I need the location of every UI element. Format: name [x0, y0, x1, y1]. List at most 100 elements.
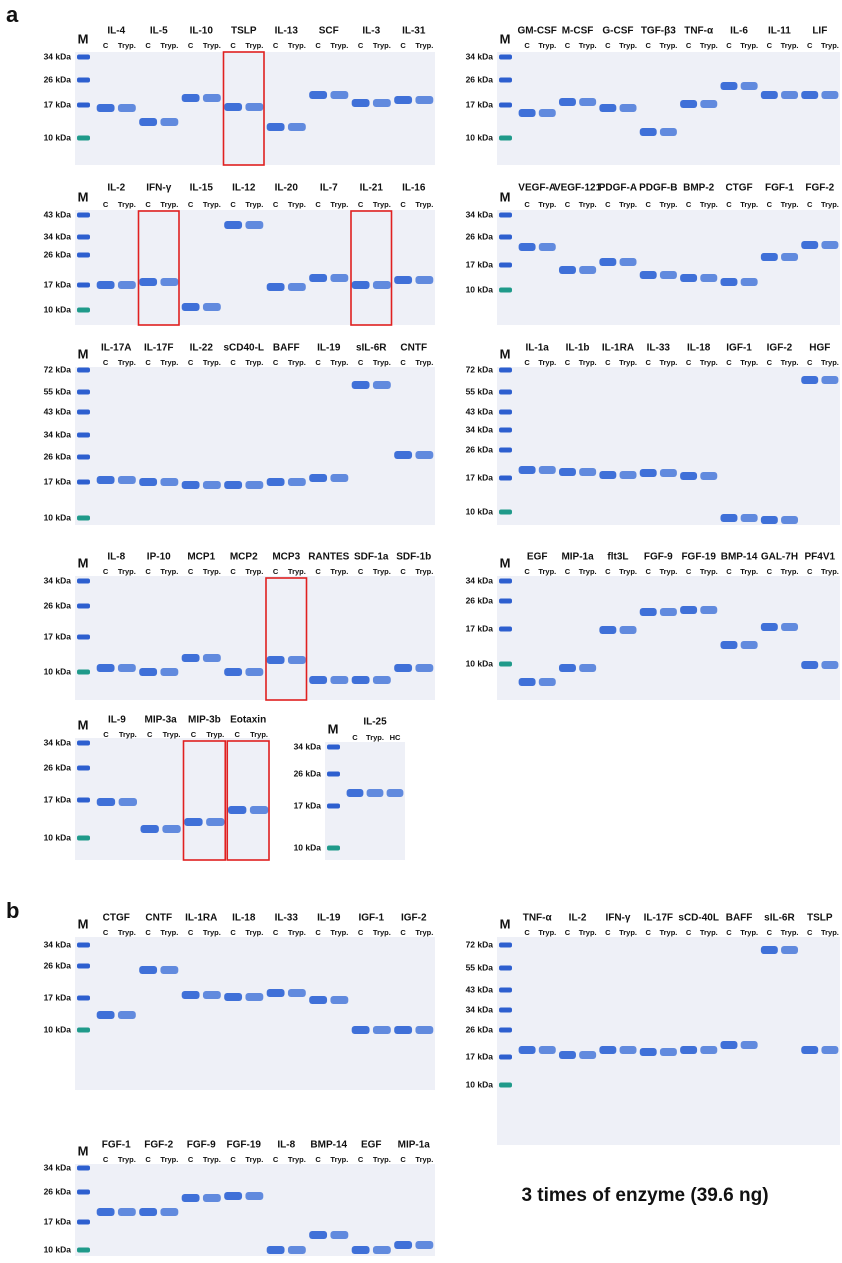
band: [181, 94, 200, 102]
sample-name: MIP-3a: [145, 715, 178, 726]
lane-label: C: [646, 928, 652, 937]
marker-size-label: 17 kDa: [466, 472, 494, 482]
sample-name: sCD40-L: [223, 343, 264, 354]
band: [518, 466, 536, 474]
marker-band: [77, 515, 90, 521]
band: [224, 1192, 243, 1200]
panel-label: b: [6, 898, 19, 923]
marker-band: [327, 803, 340, 809]
lane-label: C: [767, 41, 773, 50]
sample-name: CTGF: [725, 183, 752, 194]
band: [139, 478, 158, 486]
lane-label: C: [145, 358, 151, 367]
band: [330, 676, 349, 684]
marker-size-label: 34 kDa: [44, 231, 72, 241]
lane-label: Tryp.: [821, 200, 839, 209]
band: [181, 1194, 200, 1202]
sample-name: BMP-14: [721, 552, 758, 563]
sample-name: TSLP: [231, 26, 257, 37]
marker-size-label: 17 kDa: [466, 99, 494, 109]
lane-label: C: [103, 358, 109, 367]
sample-name: IGF-2: [767, 343, 793, 354]
sample-name: flt3L: [607, 552, 628, 563]
band: [117, 476, 136, 484]
marker-band: [499, 135, 512, 141]
marker-band: [499, 102, 512, 108]
band: [266, 123, 285, 131]
band: [139, 1208, 158, 1216]
lane-label: Tryp.: [659, 41, 677, 50]
marker-band: [77, 669, 90, 675]
band: [206, 818, 225, 826]
lane-label: C: [315, 567, 321, 576]
marker-size-label: 34 kDa: [466, 1004, 494, 1014]
lane-label: C: [103, 928, 109, 937]
band: [181, 303, 200, 311]
sample-name: IL-1a: [526, 343, 550, 354]
marker-size-label: 34 kDa: [44, 737, 72, 747]
lane-label: Tryp.: [206, 730, 224, 739]
sample-name: IGF-1: [358, 913, 384, 924]
marker-band: [327, 845, 340, 851]
lane-label: C: [565, 358, 571, 367]
band: [309, 274, 328, 282]
gel: [75, 210, 435, 325]
band: [558, 1051, 576, 1059]
band: [740, 514, 758, 522]
marker-size-label: 17 kDa: [466, 623, 494, 633]
band: [394, 96, 413, 104]
lane-label: Tryp.: [160, 567, 178, 576]
lane-label: Tryp.: [781, 41, 799, 50]
band: [96, 476, 115, 484]
band: [599, 258, 617, 266]
sample-name: RANTES: [308, 552, 349, 563]
marker-size-label: 26 kDa: [466, 231, 494, 241]
lane-label: C: [807, 928, 813, 937]
sample-name: G-CSF: [602, 26, 633, 37]
lane-label: C: [807, 41, 813, 50]
marker-band: [499, 447, 512, 453]
lane-label: Tryp.: [330, 358, 348, 367]
sample-name: MCP2: [230, 552, 258, 563]
lane-label: Tryp.: [821, 928, 839, 937]
lane-label: C: [358, 358, 364, 367]
lane-label: Tryp.: [781, 567, 799, 576]
lane-label: C: [726, 41, 732, 50]
band: [287, 989, 306, 997]
lane-label: Tryp.: [700, 41, 718, 50]
band: [287, 283, 306, 291]
marker-band: [499, 509, 512, 515]
lane-label: C: [646, 358, 652, 367]
band: [700, 274, 718, 282]
band: [821, 91, 839, 99]
panel-label: a: [6, 2, 19, 27]
lane-label: Tryp.: [700, 358, 718, 367]
marker-size-label: 10 kDa: [44, 832, 72, 842]
lane-label: Tryp.: [373, 567, 391, 576]
lane-label: C: [315, 41, 321, 50]
band: [518, 243, 536, 251]
band: [96, 798, 116, 806]
sample-name: IL-5: [150, 26, 168, 37]
lane-label: Tryp.: [330, 1155, 348, 1164]
lane-label: C: [605, 200, 611, 209]
lane-label: C: [767, 200, 773, 209]
band: [579, 664, 597, 672]
band: [330, 274, 349, 282]
band: [394, 451, 413, 459]
lane-label: Tryp.: [160, 200, 178, 209]
band: [346, 789, 364, 797]
sample-name: SCF: [319, 26, 339, 37]
marker-size-label: 17 kDa: [44, 992, 72, 1002]
lane-label: Tryp.: [373, 1155, 391, 1164]
band: [639, 271, 657, 279]
lane-label: Tryp.: [415, 567, 433, 576]
sample-name: sIL-6R: [764, 913, 795, 924]
band: [266, 656, 285, 664]
lane-label: C: [767, 358, 773, 367]
band: [266, 1246, 285, 1254]
band: [579, 98, 597, 106]
sample-name: IL-19: [317, 343, 341, 354]
band: [202, 94, 221, 102]
lane-label: Tryp.: [118, 928, 136, 937]
